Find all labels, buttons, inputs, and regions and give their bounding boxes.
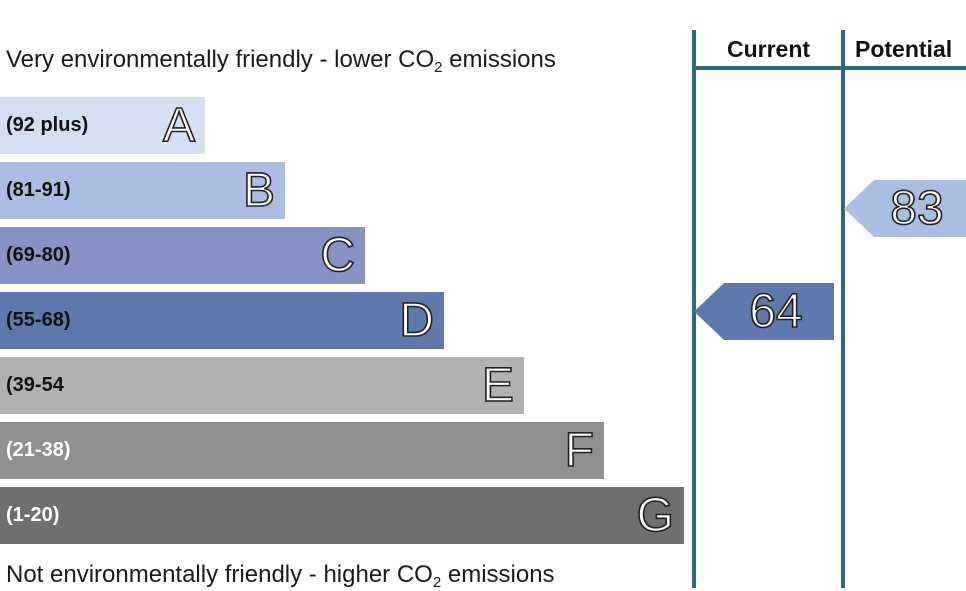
band-range-label: (1-20) [6,504,60,526]
potential-rating-arrow: 83 [844,180,966,237]
potential-header-rule [841,66,966,70]
caption-bottom-text: Not environmentally friendly - higher CO [6,561,433,588]
band-g: (1-20) G [0,487,684,544]
band-c: (69-80) C [0,227,365,284]
caption-top-text: Very environmentally friendly - lower CO [6,46,435,73]
column-header-current: Current [726,36,811,62]
band-d: (55-68) D [0,292,444,349]
column-header-potential: Potential [855,36,953,62]
band-range-label: (69-80) [6,244,71,266]
band-letter: G [636,488,675,543]
band-f: (21-38) F [0,422,604,479]
caption-top-subscript: 2 [434,59,443,76]
current-rating-arrow: 64 [694,283,834,340]
caption-bottom-suffix: emissions [441,561,555,588]
band-range-label: (21-38) [6,439,71,461]
current-rating-value: 64 [748,284,803,339]
caption-bottom-subscript: 2 [432,574,442,591]
current-header-rule [692,66,845,70]
band-range-label: (92 plus) [6,114,89,136]
current-arrow-polygon [694,283,834,340]
column-divider-left [692,30,696,588]
column-divider-middle [841,30,845,588]
band-letter: C [320,228,356,283]
caption-top: Very environmentally friendly - lower CO… [6,46,556,76]
band-e: (39-54 E [0,357,524,414]
caption-top-suffix: emissions [442,46,556,73]
band-letter: E [481,358,515,413]
band-range-label: (81-91) [6,179,71,201]
band-letter: F [564,423,595,478]
band-a: (92 plus) A [0,97,205,154]
band-letter: B [242,163,276,218]
band-range-label: (55-68) [6,309,71,331]
band-letter: A [162,98,196,153]
potential-arrow-shape [844,180,966,237]
band-b: (81-91) B [0,162,285,219]
potential-arrow-polygon [844,180,966,237]
band-letter: D [399,293,435,348]
caption-bottom: Not environmentally friendly - higher CO… [6,561,555,591]
potential-rating-value: 83 [889,181,944,236]
current-arrow-shape [694,283,834,340]
band-range-label: (39-54 [6,374,64,396]
